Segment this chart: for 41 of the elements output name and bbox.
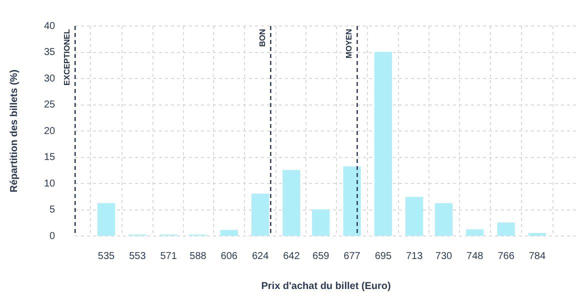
bar	[312, 209, 330, 236]
bar	[434, 203, 453, 236]
bar	[97, 203, 116, 236]
y-axis-title: Répartition des billets (%)	[8, 70, 20, 192]
x-tick-label: 766	[498, 250, 515, 262]
bar	[251, 194, 270, 236]
x-tick-label: 784	[528, 250, 546, 262]
x-tick-label: 571	[160, 250, 178, 262]
ref-line-label: BON	[258, 28, 267, 47]
x-tick-label: 748	[466, 250, 484, 262]
bar	[343, 166, 361, 236]
bar	[528, 233, 546, 236]
y-tick-label: 20	[44, 126, 56, 137]
y-tick-label: 40	[44, 20, 56, 32]
y-tick-label: 5	[50, 204, 56, 216]
ref-line-label: EXCEPTIONEL	[62, 28, 72, 86]
y-tick-label: 15	[44, 152, 56, 163]
x-tick-label: 606	[220, 250, 238, 262]
x-tick-label: 730	[435, 250, 453, 262]
bar	[405, 196, 424, 236]
x-tick-label: 677	[344, 250, 361, 262]
x-tick-label: 659	[312, 250, 330, 262]
y-tick-label: 30	[44, 73, 56, 84]
x-tick-label: 535	[98, 250, 116, 262]
ref-line-label: MOYEN	[344, 28, 354, 58]
y-tick-label: 25	[44, 100, 56, 110]
y-tick-label: 10	[44, 178, 56, 190]
bar	[466, 229, 484, 236]
y-tick-label: 35	[44, 47, 56, 58]
x-tick-label: 624	[252, 250, 270, 262]
y-tick-label: 0	[50, 230, 56, 242]
bar	[497, 222, 515, 236]
x-tick-label: 695	[374, 250, 392, 262]
x-tick-label: 588	[190, 250, 207, 262]
x-tick-label: 553	[129, 250, 146, 262]
bar	[220, 230, 238, 236]
x-tick-label: 713	[406, 250, 424, 262]
x-tick-label: 642	[283, 250, 300, 262]
x-axis-title: Prix d'achat du billet (Euro)	[261, 280, 391, 292]
bar	[282, 170, 300, 236]
bar	[374, 52, 392, 236]
